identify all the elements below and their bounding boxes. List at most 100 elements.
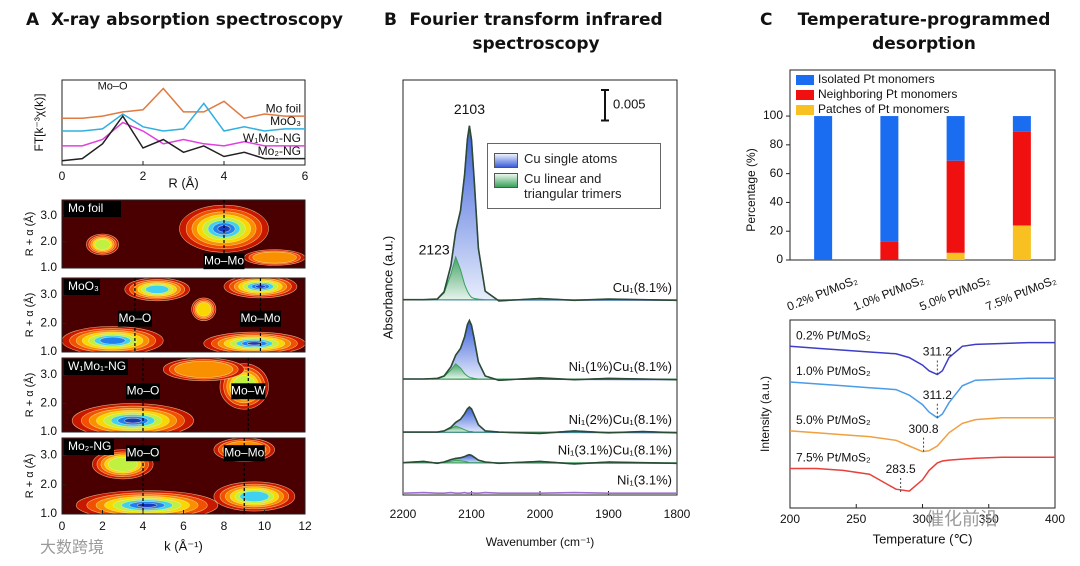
contour-band (252, 251, 297, 264)
x-tick-label: 2 (99, 519, 106, 533)
series-label: Mo₂-NG (258, 144, 301, 158)
legend-label: Neighboring Pt monomers (818, 87, 957, 101)
panel-label-bg (64, 201, 121, 217)
series-label: 5.0% Pt/MoS₂ (796, 413, 871, 427)
title: X-ray absorption spectroscopy (51, 10, 343, 30)
series-label: 0.2% Pt/MoS₂ (796, 328, 871, 342)
plot-frame (61, 357, 306, 433)
x-tick-label: 4 (221, 169, 228, 183)
line-series (62, 121, 305, 147)
spectrum (403, 125, 678, 302)
x-tick-label: 6 (180, 519, 187, 533)
bar (946, 252, 965, 260)
y-tick-label: 2.0 (40, 396, 57, 410)
y-tick-label: 3.0 (40, 367, 57, 381)
panel-label: MoO₃ (68, 279, 99, 293)
legend-swatch (796, 105, 814, 115)
x-tick-label: 350 (979, 512, 999, 526)
x-tick-label: 300 (912, 512, 932, 526)
x-axis-label: k (Å⁻¹) (164, 538, 203, 553)
y-tick-label: 80 (770, 137, 784, 151)
x-tick-label: 200 (780, 512, 800, 526)
annotation: 311.2 (923, 345, 952, 359)
y-axis-label: Intensity (a.u.) (758, 376, 772, 452)
watermark: 大数跨境 (40, 538, 104, 557)
series-label: MoO₃ (270, 114, 301, 128)
bar (814, 116, 833, 260)
panel-label: Mo foil (68, 201, 103, 215)
y-tick-label: 20 (770, 223, 784, 237)
contour-band (196, 302, 212, 317)
panel-letter: A (26, 10, 40, 30)
plot-frame (789, 69, 1056, 261)
legend-swatch (796, 90, 814, 100)
marker-label-bg (203, 253, 245, 270)
panel-label: Mo₂-NG (68, 439, 111, 453)
y-axis-label: R + α (Å) (23, 212, 36, 257)
legend-label: Isolated Pt monomers (818, 72, 935, 86)
legend-swatch (494, 153, 518, 168)
marker-label-bg (239, 310, 281, 327)
heatmap (62, 278, 305, 352)
bar (1012, 225, 1031, 260)
panel-letter: B (384, 10, 397, 30)
contour-band (124, 417, 142, 424)
contour-band (145, 284, 170, 294)
marker-label: Mo–Mo (204, 253, 244, 267)
series-label: Mo foil (266, 101, 301, 115)
y-tick-label: 1.0 (40, 506, 57, 520)
annotation: 300.8 (909, 422, 939, 436)
line-series (789, 417, 1055, 453)
annotation: 311.2 (923, 388, 952, 402)
contour-band (239, 490, 270, 503)
x-tick-label: 8 (221, 519, 228, 533)
line-series (61, 114, 305, 162)
x-tick-label: 6 (302, 169, 309, 183)
x-tick-label: 10 (258, 519, 272, 533)
marker-label-bg (126, 445, 160, 462)
series-label: 1.0% Pt/MoS₂ (796, 364, 871, 378)
title: Fourier transform infrared spectroscopy (409, 10, 663, 54)
series-label: 7.5% Pt/MoS₂ (796, 451, 871, 465)
contour-band (94, 239, 111, 250)
annotation: Mo–O (98, 80, 128, 92)
legend-label: Cu linear and triangular trimers (524, 171, 622, 201)
spectrum (403, 406, 678, 435)
panel-label-bg (64, 439, 114, 455)
plot-frame (61, 79, 306, 166)
series-label: Ni₁(3.1%) (617, 473, 672, 488)
x-tick-label: 400 (1045, 512, 1065, 526)
y-tick-label: 2.0 (40, 234, 57, 248)
panel-label: W₁Mo₁-NG (68, 359, 126, 373)
spectrum (402, 453, 678, 465)
marker-label: Mo–W (231, 383, 266, 397)
x-tick-label: 0 (59, 169, 66, 183)
line-series (62, 102, 305, 132)
x-tick-label: 2 (140, 169, 147, 183)
x-tick-label: 2200 (390, 507, 417, 521)
marker-label: Mo–Mo (240, 311, 280, 325)
x-axis-label: Wavenumber (cm⁻¹) (486, 535, 595, 549)
marker-label: Mo–O (127, 383, 160, 397)
title: Temperature-programmed desorption (797, 10, 1051, 54)
marker-label: Mo–O (127, 445, 160, 459)
y-axis-label: Percentage (%) (744, 148, 758, 231)
y-axis-label: R + α (Å) (23, 454, 36, 499)
bar (946, 160, 965, 253)
line-series (789, 377, 1055, 419)
y-tick-label: 1.0 (40, 344, 57, 358)
y-axis-label: R + α (Å) (23, 293, 36, 338)
plot-frame (61, 199, 306, 269)
panel-label-bg (64, 359, 128, 375)
line-series (62, 87, 305, 120)
series-label: Cu₁(8.1%) (613, 280, 672, 295)
line-series (789, 341, 1055, 376)
scale-bar-label: 0.005 (613, 97, 646, 112)
panel-label-bg (64, 279, 100, 295)
annotation: 2103 (454, 101, 485, 117)
marker-label: Mo–Mo (224, 445, 264, 459)
marker-label-bg (117, 310, 152, 327)
y-tick-label: 1.0 (40, 424, 57, 438)
